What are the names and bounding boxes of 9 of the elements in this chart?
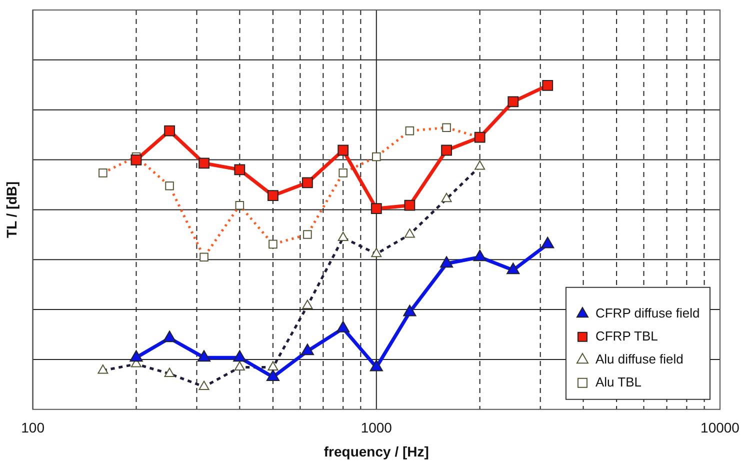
x-axis-title: frequency / [Hz] — [324, 443, 429, 460]
legend-label: CFRP TBL — [595, 328, 658, 344]
y-axis-title: TL / [dB] — [3, 181, 20, 238]
x-tick-label: 10000 — [700, 420, 740, 436]
legend-label: Alu TBL — [595, 374, 642, 390]
legend-label: Alu diffuse field — [595, 351, 684, 366]
x-tick-label: 1000 — [360, 420, 392, 436]
x-tick-label: 100 — [21, 420, 45, 436]
legend-label: CFRP diffuse field — [595, 305, 700, 320]
